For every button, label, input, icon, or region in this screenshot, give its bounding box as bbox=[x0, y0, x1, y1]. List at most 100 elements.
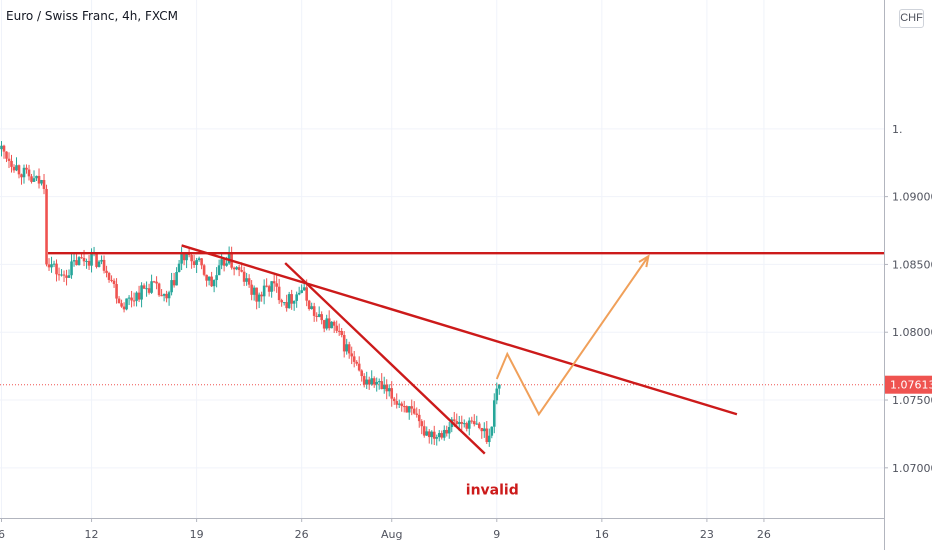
price-tick-label: 1.07500 bbox=[892, 394, 932, 407]
time-tick-label: 23 bbox=[700, 528, 714, 541]
candle-body bbox=[365, 379, 369, 385]
candle-body bbox=[327, 318, 331, 329]
candle-body bbox=[452, 419, 456, 422]
candle-body bbox=[307, 300, 311, 310]
candle-body bbox=[0, 145, 3, 150]
candle-body bbox=[470, 420, 474, 422]
candle-body bbox=[100, 259, 103, 262]
time-tick-label: 9 bbox=[493, 528, 500, 541]
candle-body bbox=[10, 160, 13, 167]
candle-body bbox=[390, 388, 394, 399]
candle-body bbox=[295, 294, 298, 301]
candle-body bbox=[375, 381, 379, 385]
candle-body bbox=[260, 294, 263, 297]
candle-body bbox=[197, 258, 201, 261]
candle-body bbox=[355, 361, 359, 364]
candle-body bbox=[160, 295, 163, 297]
candle-body bbox=[222, 259, 226, 266]
candle-body bbox=[102, 259, 106, 271]
candle-body bbox=[347, 344, 351, 354]
candle-body bbox=[385, 384, 389, 392]
candle-body bbox=[115, 284, 118, 299]
candle-body bbox=[332, 321, 336, 326]
candle-body bbox=[445, 429, 449, 434]
last-price-badge bbox=[885, 375, 932, 394]
candle-body bbox=[42, 180, 46, 189]
candle-body bbox=[142, 285, 146, 289]
price-tick-label: 1.09000 bbox=[892, 191, 932, 204]
candle-body bbox=[422, 426, 426, 436]
time-tick-label: 26 bbox=[757, 528, 771, 541]
candle-body bbox=[335, 325, 338, 331]
candle-body bbox=[495, 388, 499, 401]
candle-body bbox=[285, 302, 288, 309]
candle-body bbox=[415, 413, 419, 415]
candle-body bbox=[25, 167, 28, 170]
candle-body bbox=[425, 431, 429, 436]
candle-body bbox=[145, 288, 148, 290]
candle-body bbox=[112, 280, 116, 285]
candle-body bbox=[67, 275, 71, 278]
projection-path bbox=[495, 255, 650, 417]
candle-body bbox=[275, 283, 278, 287]
time-tick-label: 26 bbox=[295, 528, 309, 541]
candle-body bbox=[297, 292, 301, 295]
candle-body bbox=[472, 421, 476, 425]
time-axis bbox=[0, 518, 884, 550]
candle-body bbox=[195, 260, 198, 265]
candle-body bbox=[97, 261, 101, 267]
time-tick-label: Aug bbox=[381, 528, 402, 541]
candle-body bbox=[330, 321, 333, 329]
candle-body bbox=[65, 275, 68, 278]
candle-body bbox=[312, 306, 316, 316]
candle-body bbox=[152, 281, 156, 283]
candle-body bbox=[192, 261, 196, 265]
candle-body bbox=[237, 267, 241, 271]
candle-body bbox=[147, 288, 151, 293]
candle-body bbox=[52, 263, 56, 265]
candle-body bbox=[232, 267, 236, 270]
candle-body bbox=[465, 423, 469, 429]
candle-body bbox=[337, 330, 341, 332]
candle-body bbox=[410, 406, 414, 409]
candle-body bbox=[150, 281, 153, 293]
candle-body bbox=[310, 306, 313, 310]
candle-body bbox=[60, 274, 63, 276]
candle-body bbox=[117, 298, 121, 304]
currency-badge[interactable]: CHF bbox=[899, 9, 924, 28]
candle-body bbox=[267, 286, 271, 292]
candle-body bbox=[392, 398, 396, 402]
candle-body bbox=[227, 253, 231, 264]
candle-body bbox=[22, 167, 26, 178]
candle-body bbox=[20, 174, 23, 178]
candle-body bbox=[292, 300, 296, 304]
lower-trendline bbox=[284, 262, 486, 455]
candle-body bbox=[137, 292, 141, 300]
candle-body bbox=[185, 252, 188, 261]
candle-body bbox=[82, 257, 86, 262]
candle-body bbox=[277, 286, 281, 301]
candle-body bbox=[2, 145, 6, 152]
candle-body bbox=[280, 300, 283, 303]
candle-body bbox=[340, 331, 343, 335]
candle-body bbox=[162, 293, 166, 296]
candle-body bbox=[317, 314, 321, 317]
price-axis bbox=[884, 0, 932, 550]
candle-body bbox=[427, 431, 431, 438]
candle-body bbox=[350, 353, 353, 357]
candle-body bbox=[47, 264, 51, 268]
candle-body bbox=[132, 300, 136, 302]
candle-body bbox=[492, 400, 496, 427]
candle-body bbox=[460, 422, 464, 424]
candle-body bbox=[497, 384, 501, 389]
candle-body bbox=[440, 433, 444, 438]
candle-body bbox=[125, 298, 128, 310]
chart-title: Euro / Swiss Franc, 4h, FXCM bbox=[6, 9, 178, 23]
time-tick-label: 6 bbox=[0, 528, 5, 541]
candle-body bbox=[382, 384, 386, 390]
candle-body bbox=[220, 259, 223, 266]
candle-body bbox=[322, 320, 326, 329]
candle-body bbox=[252, 287, 256, 295]
